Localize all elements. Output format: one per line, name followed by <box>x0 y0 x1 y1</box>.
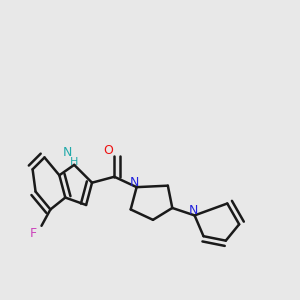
Text: N: N <box>63 146 72 160</box>
Text: O: O <box>103 144 113 157</box>
Text: H: H <box>69 158 78 167</box>
Text: F: F <box>30 227 37 240</box>
Text: N: N <box>130 176 139 189</box>
Text: N: N <box>188 204 198 218</box>
